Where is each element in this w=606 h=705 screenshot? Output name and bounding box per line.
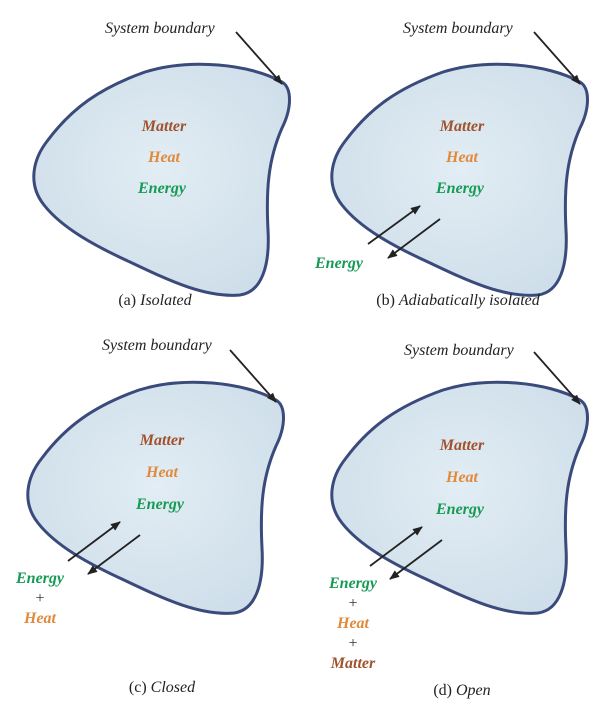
heat-label: Heat <box>445 469 479 486</box>
outflow-arrow <box>389 539 443 580</box>
heat-label: Heat <box>445 149 479 166</box>
boundary-pointer-arrow <box>533 31 581 85</box>
boundary-pointer-arrow <box>235 31 283 85</box>
plus-sign: + <box>348 595 357 612</box>
panel-closed: System boundary Matter Heat Energy Energ… <box>15 337 285 696</box>
system-boundary-label: System boundary <box>404 342 515 359</box>
matter-label: Matter <box>141 118 187 135</box>
inflow-arrow <box>369 526 423 567</box>
exchange-heat-label: Heat <box>23 610 57 627</box>
heat-label: Heat <box>145 464 179 481</box>
caption-isolated: (a) Isolated <box>118 292 192 309</box>
exchange-matter-label: Matter <box>330 655 376 672</box>
matter-label: Matter <box>139 432 185 449</box>
inflow-arrow <box>367 205 421 245</box>
outflow-arrow <box>87 534 141 575</box>
panel-open: System boundary Matter Heat Energy Energ… <box>328 342 589 699</box>
panel-adiabatically-isolated: System boundary Matter Heat Energy Energ… <box>314 20 589 309</box>
inflow-arrow <box>67 521 121 562</box>
system-boundary-label: System boundary <box>105 20 216 37</box>
system-boundary-label: System boundary <box>102 337 213 354</box>
plus-sign: + <box>35 590 44 607</box>
heat-label: Heat <box>147 149 181 166</box>
energy-label: Energy <box>435 180 485 197</box>
outflow-arrow <box>387 218 441 259</box>
plus-sign: + <box>348 635 357 652</box>
panel-isolated: System boundary Matter Heat Energy (a) I… <box>32 20 291 309</box>
caption-adiabatically-isolated: (b) Adiabatically isolated <box>376 292 541 309</box>
energy-label: Energy <box>435 501 485 518</box>
exchange-energy-label: Energy <box>314 255 364 272</box>
system-boundary-label: System boundary <box>403 20 514 37</box>
energy-label: Energy <box>135 496 185 513</box>
exchange-energy-label: Energy <box>328 575 378 592</box>
boundary-pointer-arrow <box>229 349 277 403</box>
energy-label: Energy <box>137 180 187 197</box>
caption-closed: (c) Closed <box>129 679 196 696</box>
matter-label: Matter <box>439 437 485 454</box>
exchange-heat-label: Heat <box>336 615 370 632</box>
matter-label: Matter <box>439 118 485 135</box>
exchange-energy-label: Energy <box>15 570 65 587</box>
boundary-pointer-arrow <box>533 351 581 405</box>
caption-open: (d) Open <box>433 682 490 699</box>
